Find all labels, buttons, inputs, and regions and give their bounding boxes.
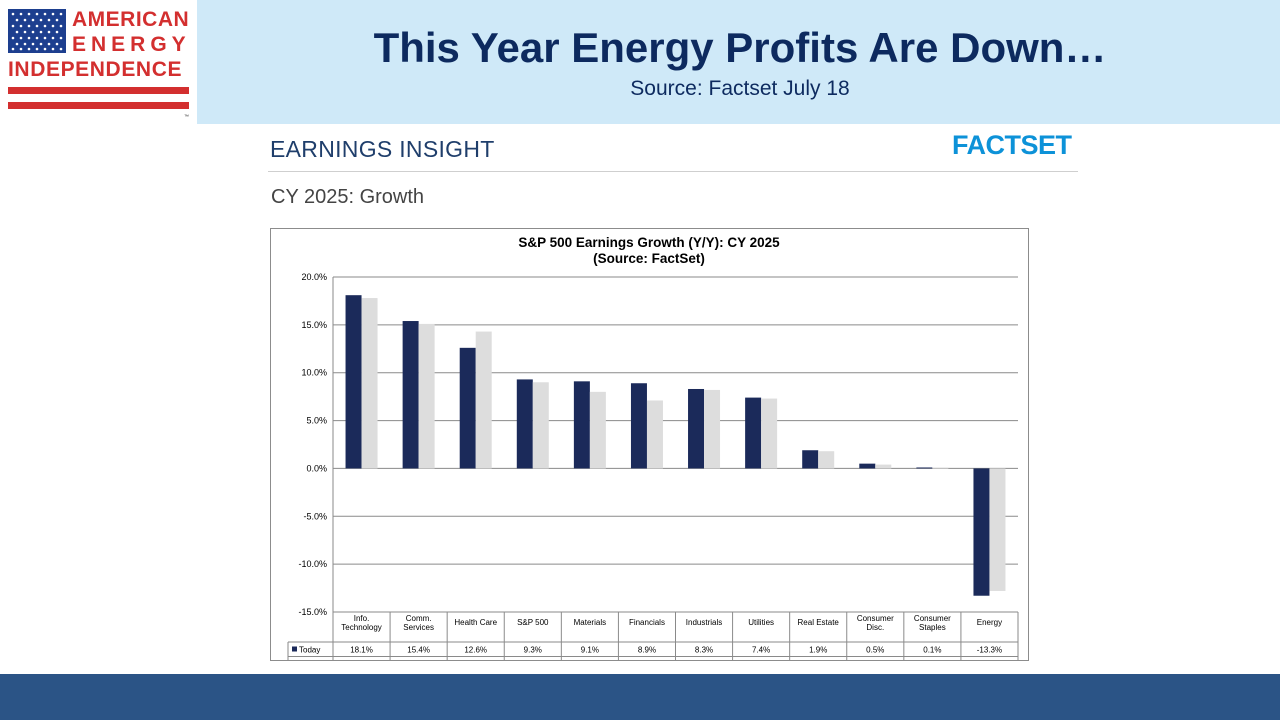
x-category-label: Energy	[977, 618, 1002, 627]
x-category-label: Industrials	[686, 618, 722, 627]
x-category-label: Health Care	[454, 618, 497, 627]
footer-band	[0, 674, 1280, 720]
logo-text-energy: ENERGY	[72, 33, 191, 56]
data-label: 9.3%	[524, 646, 542, 655]
bar-today	[516, 379, 533, 469]
data-label: 8.3%	[695, 646, 713, 655]
y-tick-label: -10.0%	[298, 559, 327, 569]
x-category-label: Services	[403, 623, 434, 632]
logo-stripe	[8, 87, 189, 94]
bar-today	[973, 468, 990, 596]
x-category-label: Info.	[354, 614, 370, 623]
bar-30-jun	[875, 464, 892, 469]
bar-today	[859, 463, 876, 469]
y-tick-label: -5.0%	[303, 511, 327, 521]
y-tick-label: 20.0%	[301, 272, 327, 282]
data-label: -13.3%	[977, 646, 1002, 655]
bar-30-jun	[589, 391, 606, 469]
y-tick-label: 5.0%	[306, 416, 327, 426]
data-label: 15.4%	[407, 646, 430, 655]
slide-subtitle: Source: Factset July 18	[630, 77, 850, 100]
data-label: 1.9%	[809, 646, 827, 655]
x-category-label: Utilities	[748, 618, 774, 627]
us-flag-icon	[8, 9, 66, 53]
x-category-label: Financials	[629, 618, 665, 627]
x-category-label: Technology	[341, 623, 381, 632]
bar-today	[345, 295, 362, 469]
bar-30-jun	[361, 298, 378, 469]
bar-today	[459, 347, 476, 469]
data-label: 7.4%	[752, 646, 770, 655]
legend-key	[292, 646, 297, 652]
data-label: 12.6%	[464, 646, 487, 655]
bar-30-jun	[704, 389, 721, 469]
bar-today	[802, 450, 819, 469]
logo: AMERICAN ENERGY INDEPENDENCE ™	[0, 0, 197, 124]
logo-text-independence: INDEPENDENCE	[8, 58, 183, 81]
bar-today	[402, 321, 419, 469]
header-band: AMERICAN ENERGY INDEPENDENCE ™ This Year…	[0, 0, 1280, 124]
bar-30-jun	[818, 451, 835, 469]
divider	[268, 171, 1078, 172]
bar-today	[916, 467, 933, 469]
y-tick-label: 0.0%	[306, 463, 327, 473]
bar-today	[745, 397, 762, 469]
chart-title: S&P 500 Earnings Growth (Y/Y): CY 2025	[518, 235, 780, 250]
x-category-label: Materials	[574, 618, 606, 627]
logo-text-american: AMERICAN	[72, 8, 190, 31]
y-tick-label: -15.0%	[298, 607, 327, 617]
logo-stripe	[8, 102, 189, 109]
factset-logo: FACTSET	[952, 130, 1072, 160]
x-category-label: Consumer	[914, 614, 951, 623]
chart-subtitle: (Source: FactSet)	[593, 251, 705, 266]
bar-today	[630, 383, 647, 469]
bar-30-jun	[646, 400, 663, 469]
data-label: 0.1%	[923, 646, 941, 655]
x-category-label: S&P 500	[517, 618, 549, 627]
data-label: 8.9%	[638, 646, 656, 655]
y-tick-label: 10.0%	[301, 368, 327, 378]
x-category-label: Real Estate	[798, 618, 840, 627]
x-category-label: Consumer	[857, 614, 894, 623]
slide-title: This Year Energy Profits Are Down…	[373, 24, 1107, 71]
bar-30-jun	[532, 382, 549, 469]
y-tick-label: 15.0%	[301, 320, 327, 330]
bar-today	[688, 388, 705, 469]
x-category-label: Disc.	[866, 623, 884, 632]
data-label: 18.1%	[350, 646, 373, 655]
data-label: 9.1%	[581, 646, 599, 655]
x-category-label: Comm.	[406, 614, 432, 623]
bar-30-jun	[932, 467, 949, 469]
trademark-mark: ™	[184, 114, 189, 120]
bar-30-jun	[475, 331, 492, 469]
legend-label: Today	[299, 646, 320, 655]
chart-frame: S&P 500 Earnings Growth (Y/Y): CY 2025 (…	[270, 228, 1029, 661]
bar-30-jun	[418, 323, 435, 469]
bar-30-jun	[989, 468, 1006, 591]
bar-30-jun	[761, 398, 778, 469]
earnings-growth-chart: S&P 500 Earnings Growth (Y/Y): CY 2025 (…	[287, 235, 1019, 660]
section-label: CY 2025: Growth	[271, 186, 425, 208]
earnings-insight-heading: EARNINGS INSIGHT	[270, 136, 495, 162]
data-label: 0.5%	[866, 646, 884, 655]
bar-today	[573, 381, 590, 469]
x-category-label: Staples	[919, 623, 946, 632]
